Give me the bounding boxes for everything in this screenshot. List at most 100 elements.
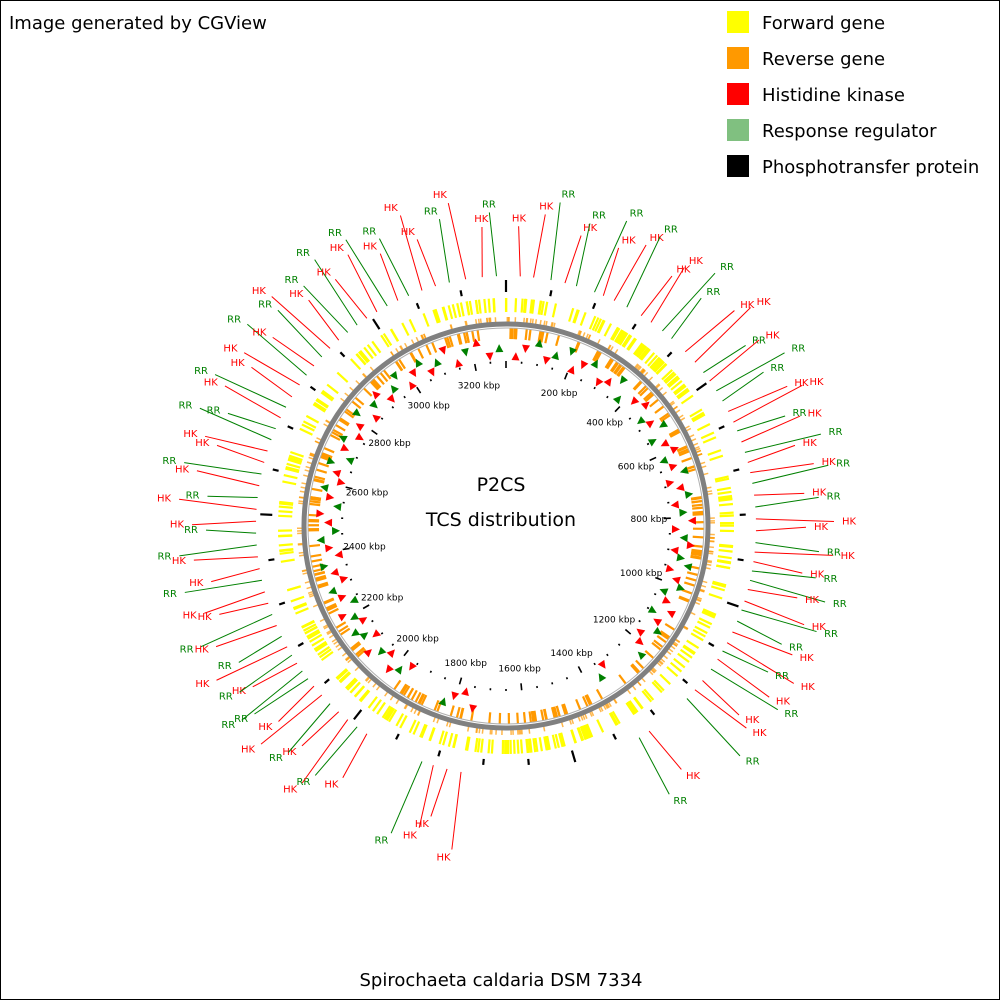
histidine-kinase-mark <box>598 660 609 671</box>
callout-line <box>288 704 330 753</box>
major-tick <box>417 387 421 393</box>
ruler-label: 1200 kbp <box>593 616 636 626</box>
response-regulator-mark <box>676 583 686 593</box>
callout-line <box>662 273 715 331</box>
minor-tick <box>392 407 393 408</box>
hk-label: HK <box>172 556 187 567</box>
minor-tick <box>460 368 461 370</box>
organism-name: Spirochaeta caldaria DSM 7334 <box>360 970 643 991</box>
histidine-kinase-mark <box>453 358 463 368</box>
major-tick <box>625 629 630 634</box>
response-regulator-mark <box>431 357 441 367</box>
hk-label: HK <box>403 830 418 841</box>
histidine-kinase-mark <box>370 412 381 423</box>
response-regulator-mark <box>658 456 668 466</box>
outer-tick <box>298 643 303 646</box>
histidine-kinase-mark <box>604 375 615 386</box>
rr-label: RR <box>207 405 221 416</box>
forward-gene-mark <box>484 299 485 313</box>
callout-line <box>755 497 818 507</box>
forward-gene-mark <box>494 298 495 312</box>
forward-gene-mark <box>284 475 298 478</box>
forward-gene-mark <box>521 739 522 753</box>
rr-label: RR <box>157 552 171 563</box>
minor-tick <box>639 430 641 431</box>
ruler-label: 2600 kbp <box>346 488 389 498</box>
forward-gene-mark <box>278 536 292 537</box>
callout-line <box>754 493 804 495</box>
minor-tick <box>660 472 662 473</box>
rr-label: RR <box>218 661 232 672</box>
major-tick <box>363 605 369 609</box>
histidine-kinase-mark <box>387 394 398 405</box>
reverse-gene-mark <box>314 572 325 575</box>
callout-line <box>302 720 348 783</box>
histidine-kinase-mark <box>659 439 670 450</box>
hk-label: HK <box>689 256 704 267</box>
forward-gene-mark <box>351 359 361 369</box>
legend-label-forward: Forward gene <box>762 13 885 34</box>
forward-gene-mark <box>391 329 398 341</box>
outer-tick <box>697 383 707 390</box>
legend-label-rr: Response regulator <box>762 121 937 142</box>
forward-gene-mark <box>718 556 732 558</box>
hk-label: HK <box>223 343 238 354</box>
reverse-gene-mark <box>461 708 464 719</box>
callout-line <box>439 219 449 282</box>
outer-tick <box>279 603 285 605</box>
outer-tick <box>461 290 462 296</box>
forward-gene-mark <box>518 740 519 754</box>
hk-label: HK <box>282 747 297 758</box>
response-regulator-mark <box>679 534 688 543</box>
callout-line <box>261 695 322 744</box>
callout-line <box>239 636 282 662</box>
minor-tick <box>629 418 631 419</box>
minor-tick <box>381 633 383 634</box>
legend: Forward gene Reverse gene Histidine kina… <box>727 11 979 178</box>
major-tick <box>578 666 581 672</box>
reverse-gene-mark <box>619 675 626 684</box>
histidine-kinase-mark <box>339 573 349 583</box>
rr-label: RR <box>630 209 644 220</box>
hk-label: HK <box>232 686 247 697</box>
hk-label: HK <box>241 744 256 755</box>
callout-line <box>627 237 660 308</box>
outer-tick <box>572 751 575 763</box>
reverse-gene-mark <box>686 578 697 581</box>
forward-gene-mark <box>449 305 453 319</box>
callout-line <box>551 203 560 281</box>
hk-label: HK <box>189 578 204 589</box>
callout-line <box>711 669 778 710</box>
minor-tick <box>552 682 553 684</box>
reverse-gene-mark <box>655 406 664 413</box>
reverse-gene-mark <box>529 330 530 341</box>
outer-tick <box>550 290 551 296</box>
forward-gene-mark <box>282 481 296 484</box>
reverse-gene-mark <box>650 400 658 407</box>
reverse-gene-mark <box>457 707 460 718</box>
rr-label: RR <box>219 691 233 702</box>
rr-label: RR <box>328 228 342 239</box>
minor-tick <box>356 594 358 595</box>
outer-tick <box>651 710 655 715</box>
callout-line <box>431 769 447 816</box>
callout-line <box>744 601 804 625</box>
forward-gene-mark <box>605 324 611 336</box>
hk-label: HK <box>363 241 378 252</box>
callout-line <box>594 221 626 292</box>
histidine-kinase-mark <box>354 420 365 431</box>
reverse-gene-mark <box>687 572 698 575</box>
minor-tick <box>372 621 374 622</box>
response-regulator-mark <box>676 553 685 562</box>
forward-gene-mark <box>697 424 710 430</box>
minor-tick <box>445 373 446 375</box>
minor-tick <box>350 472 352 473</box>
histidine-kinase-mark <box>316 509 325 518</box>
response-regulator-mark <box>344 455 354 465</box>
ruler-label: 200 kbp <box>541 389 578 399</box>
forward-gene-mark <box>337 373 347 382</box>
rr-label: RR <box>186 490 200 501</box>
minor-tick <box>381 418 383 419</box>
reverse-gene-mark <box>597 689 602 699</box>
